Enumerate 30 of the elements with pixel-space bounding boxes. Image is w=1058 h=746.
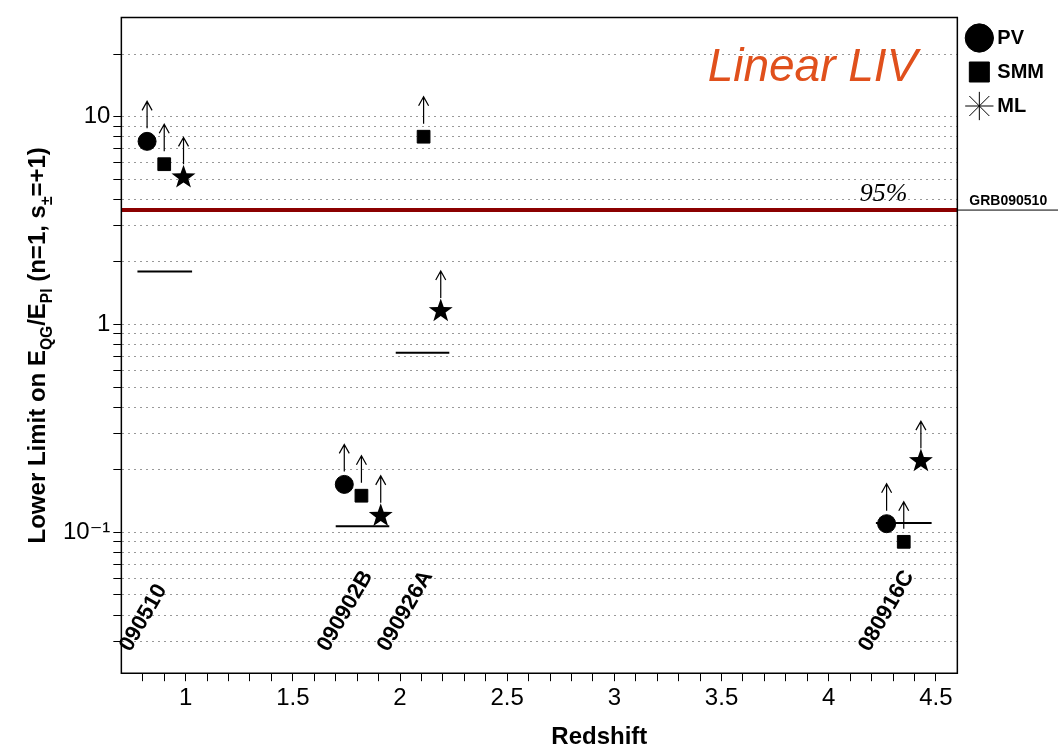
point [877,514,897,534]
point [416,129,431,144]
point [354,488,369,503]
point [137,131,157,151]
point [908,448,933,472]
legend-label: PV [997,25,1025,48]
x-tick-label: 2.5 [490,683,524,711]
x-tick-label: 4 [822,683,836,711]
legend-label: SMM [997,59,1045,82]
x-tick-label: 3 [607,683,622,711]
x-tick-label: 2 [393,683,407,711]
x-tick-label: 1.5 [276,683,310,711]
point [157,157,172,172]
y-axis-title: Lower Limit on EQG/EPl (n=1, s±=+1) [23,147,56,544]
point [334,474,354,494]
y-tick-label: 10⁻¹ [63,516,111,544]
x-tick-label: 1 [178,683,193,711]
point [428,298,453,322]
point [896,534,911,549]
x-tick-label: 4.5 [919,683,953,711]
annotation: 95% [859,177,908,207]
legend-label: ML [997,93,1027,116]
y-tick-label: 10 [83,101,111,129]
x-tick-label: 3.5 [704,683,739,711]
ref-line-label: GRB090510 [969,191,1048,208]
y-tick-label: 1 [97,309,111,337]
text: Linear LIV [707,39,922,92]
point [171,164,196,188]
x-axis-title: Redshift [551,722,648,746]
point [368,503,393,527]
